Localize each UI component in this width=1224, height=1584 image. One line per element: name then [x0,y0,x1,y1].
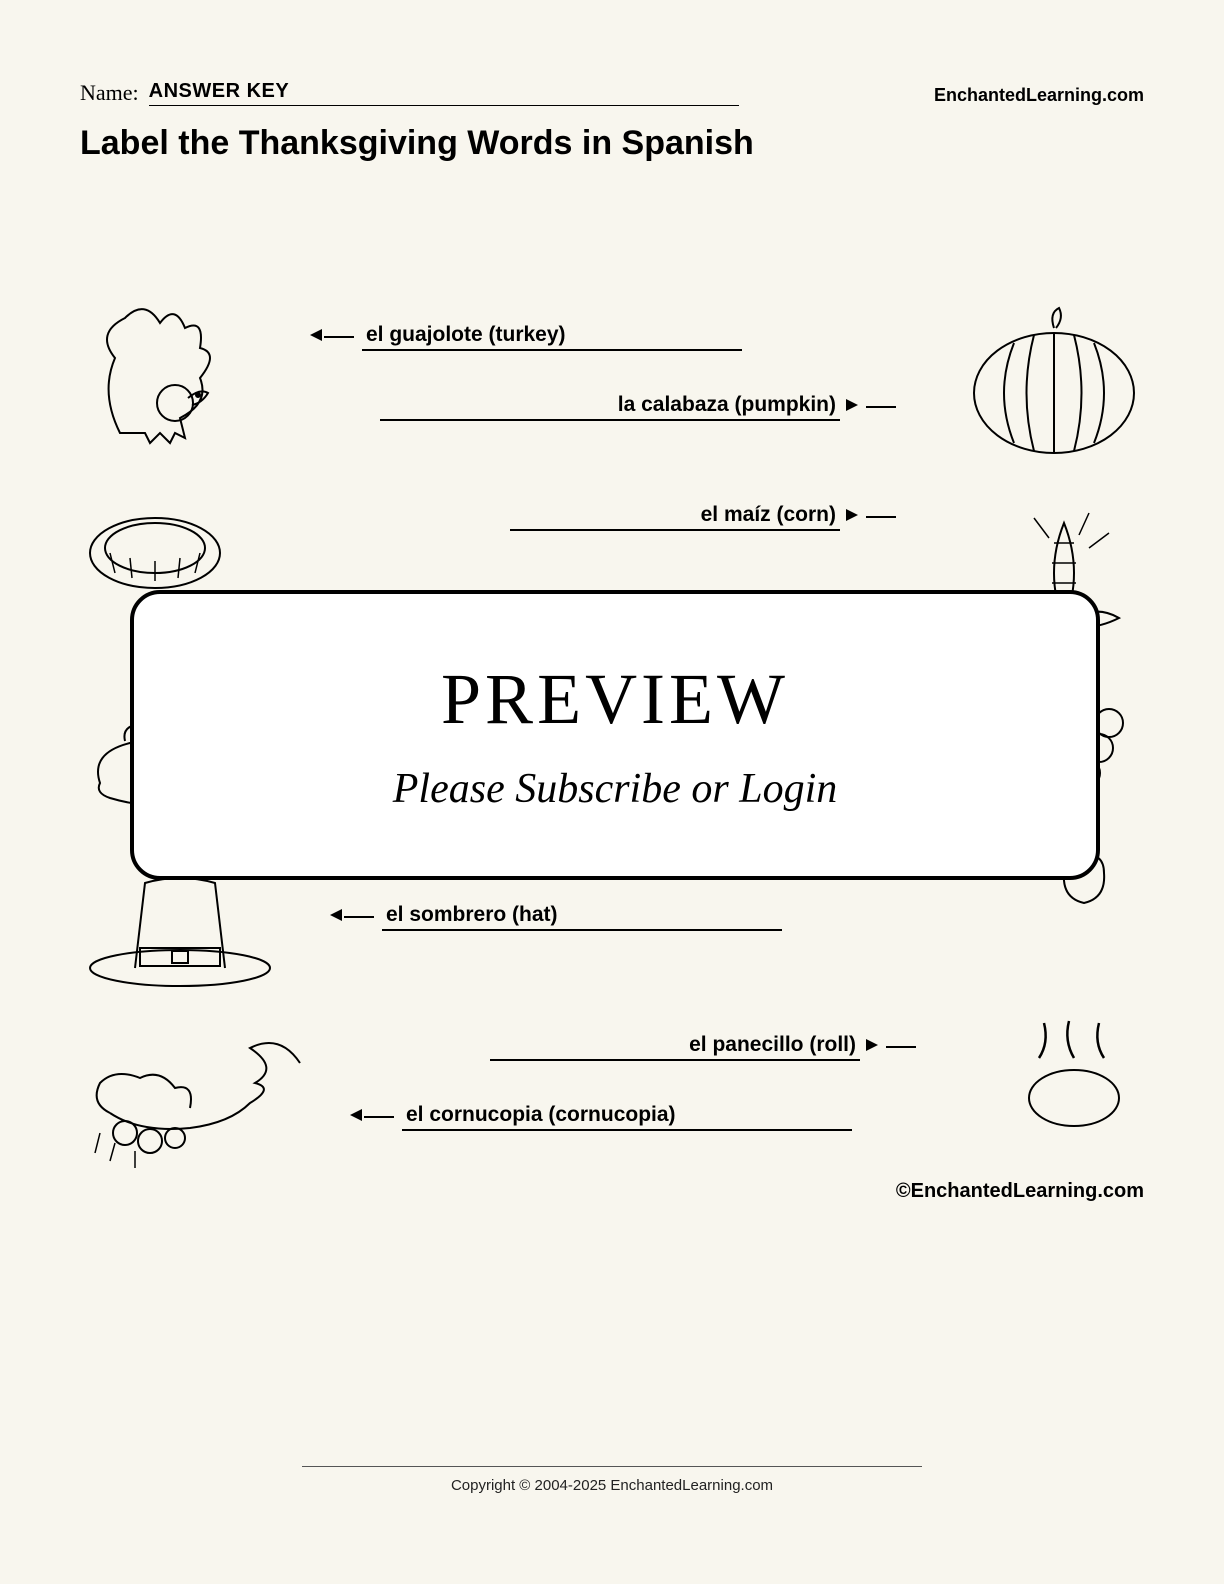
turkey-icon [80,293,250,463]
worksheet-copyright: ©EnchantedLearning.com [896,1180,1144,1203]
label-row: el guajolote (turkey) [310,323,742,351]
header-row: Name: ANSWER KEY EnchantedLearning.com [80,80,1144,106]
roll-icon [1014,1013,1134,1133]
name-section: Name: ANSWER KEY [80,80,739,106]
name-label: Name: [80,80,139,106]
arrow-left-icon [330,908,382,926]
arrow-right-icon [840,508,892,526]
arrow-right-icon [860,1038,912,1056]
label-text: el sombrero (hat) [382,903,782,931]
label-text: el maíz (corn) [510,503,840,531]
arrow-left-icon [310,328,362,346]
name-value: ANSWER KEY [149,80,739,106]
label-row: la calabaza (pumpkin) [380,393,892,421]
footer-copyright: Copyright © 2004-2025 EnchantedLearning.… [451,1477,773,1494]
preview-overlay: PREVIEW Please Subscribe or Login [130,590,1100,880]
label-text: el cornucopia (cornucopia) [402,1103,852,1131]
preview-title: PREVIEW [441,658,789,741]
page-footer: Copyright © 2004-2025 EnchantedLearning.… [0,1466,1224,1494]
label-text: el panecillo (roll) [490,1033,860,1061]
worksheet-title: Label the Thanksgiving Words in Spanish [80,124,1144,163]
cornucopia-icon [80,1013,320,1173]
label-row: el cornucopia (cornucopia) [350,1103,852,1131]
pumpkin-icon [964,303,1144,463]
label-row: el maíz (corn) [510,503,892,531]
arrow-right-icon [840,398,892,416]
label-row: el sombrero (hat) [330,903,782,931]
arrow-left-icon [350,1108,402,1126]
site-label: EnchantedLearning.com [934,85,1144,106]
label-text: la calabaza (pumpkin) [380,393,840,421]
preview-subtitle: Please Subscribe or Login [393,765,837,813]
label-text: el guajolote (turkey) [362,323,742,351]
label-row: el panecillo (roll) [490,1033,912,1061]
